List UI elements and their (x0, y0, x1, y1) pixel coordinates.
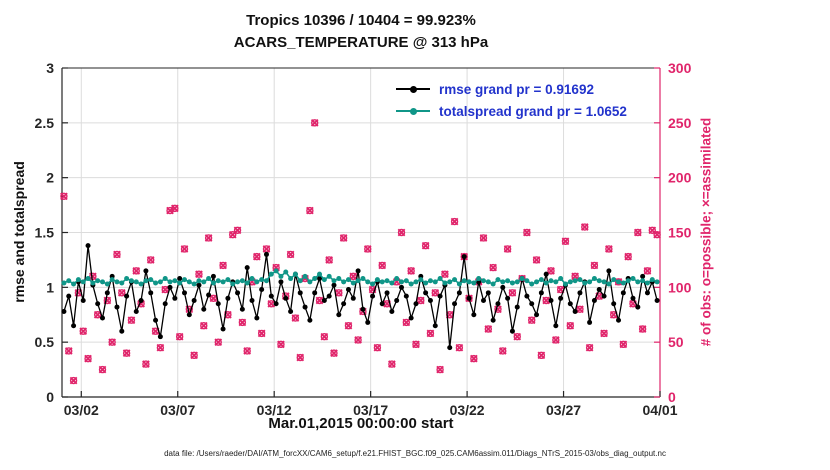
y-left-tick-label: 1.5 (35, 225, 55, 241)
y-left-tick-label: 0.5 (35, 334, 55, 350)
y-right-tick-label: 200 (668, 170, 692, 186)
legend-item-rmse: rmse grand pr = 0.91692 (396, 78, 627, 100)
x-tick-label: 04/01 (642, 402, 677, 418)
x-tick-label: 03/22 (450, 402, 485, 418)
chart-title: Tropics 10396 / 10404 = 99.923% (246, 12, 476, 29)
y-left-tick-label: 1 (46, 279, 54, 295)
x-tick-label: 03/12 (257, 402, 292, 418)
x-tick-label: 03/17 (353, 402, 388, 418)
datafile-path: data file: /Users/raeder/DAI/ATM_forcXX/… (164, 449, 666, 458)
y-right-tick-label: 0 (668, 389, 676, 405)
y-right-tick-label: 300 (668, 60, 692, 76)
y-left-tick-label: 2 (46, 170, 54, 186)
y-left-tick-label: 0 (46, 389, 54, 405)
y-left-tick-label: 2.5 (35, 115, 55, 131)
legend-item-totalspread: totalspread grand pr = 1.0652 (396, 100, 627, 122)
x-axis-label: Mar.01,2015 00:00:00 start (268, 415, 454, 432)
chart-subtitle: ACARS_TEMPERATURE @ 313 hPa (233, 34, 489, 51)
totalspread-line-swatch-icon (396, 106, 430, 116)
y-axis-label-left: rmse and totalspread (11, 161, 27, 303)
x-tick-label: 03/07 (160, 402, 195, 418)
x-tick-label: 03/27 (546, 402, 581, 418)
legend-label-rmse: rmse grand pr = 0.91692 (439, 81, 594, 97)
rmse-line-swatch-icon (396, 84, 430, 94)
y-left-tick-label: 3 (46, 60, 54, 76)
y-axis-label-right: # of obs: o=possible; ×=assimilated (698, 117, 714, 347)
y-right-tick-label: 150 (668, 225, 692, 241)
y-right-tick-label: 100 (668, 279, 692, 295)
x-tick-label: 03/02 (64, 402, 99, 418)
y-right-tick-label: 50 (668, 334, 684, 350)
y-right-tick-label: 250 (668, 115, 692, 131)
legend-label-totalspread: totalspread grand pr = 1.0652 (439, 103, 627, 119)
legend: rmse grand pr = 0.91692 totalspread gran… (396, 78, 627, 122)
